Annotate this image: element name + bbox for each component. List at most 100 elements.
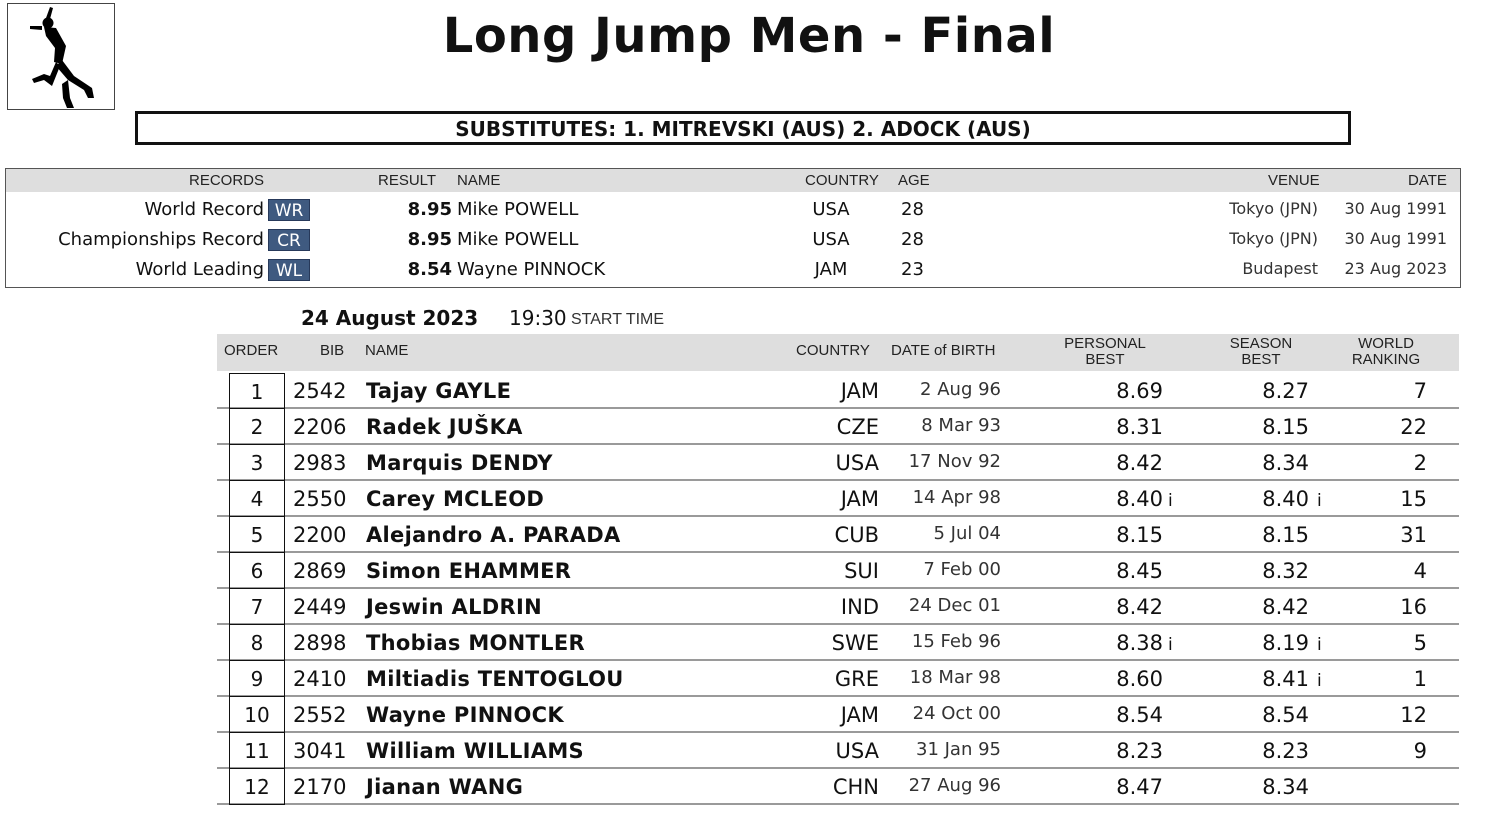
season-best: 8.34 [1262, 451, 1309, 475]
athlete-country: IND [840, 595, 879, 619]
world-ranking: 16 [1400, 595, 1427, 619]
personal-best: 8.69 [1116, 379, 1163, 403]
record-date: 30 Aug 1991 [1344, 229, 1448, 248]
records-col-name: NAME [457, 172, 501, 189]
personal-best: 8.45 [1116, 559, 1163, 583]
order-cell: 6 [229, 553, 285, 589]
event-logo [7, 3, 115, 110]
col-season-best: SEASON BEST [1215, 336, 1307, 368]
bib-cell: 3041 [293, 739, 347, 763]
bib-cell: 2410 [293, 667, 347, 691]
start-time: 19:30 [509, 306, 567, 330]
athlete-name: Jianan WANG [366, 775, 524, 799]
personal-best: 8.54 [1116, 703, 1163, 727]
col-name: NAME [365, 342, 409, 359]
bib-cell: 2200 [293, 523, 347, 547]
event-date: 24 August 2023 [301, 306, 479, 330]
athlete-name: Jeswin ALDRIN [366, 595, 542, 619]
world-ranking: 5 [1413, 631, 1427, 655]
record-country: USA [812, 229, 850, 250]
world-ranking: 22 [1400, 415, 1427, 439]
personal-best: 8.60 [1116, 667, 1163, 691]
bib-cell: 2170 [293, 775, 347, 799]
bib-cell: 2552 [293, 703, 347, 727]
athlete-name: Thobias MONTLER [366, 631, 585, 655]
personal-best: 8.42 [1116, 595, 1163, 619]
athlete-name: Simon EHAMMER [366, 559, 572, 583]
athlete-name: William WILLIAMS [366, 739, 584, 763]
order-cell: 5 [229, 517, 285, 553]
col-personal-best-line1: PERSONAL [1064, 335, 1146, 352]
athlete-name: Alejandro A. PARADA [366, 523, 621, 547]
bib-cell: 2898 [293, 631, 347, 655]
athlete-country: SUI [844, 559, 879, 583]
athlete-name: Wayne PINNOCK [366, 703, 564, 727]
athlete-country: CUB [834, 523, 879, 547]
world-ranking: 15 [1400, 487, 1427, 511]
record-result: 8.95 [407, 229, 452, 250]
col-season-best-line1: SEASON [1229, 335, 1293, 352]
world-ranking: 7 [1413, 379, 1427, 403]
athlete-country: USA [835, 451, 879, 475]
world-ranking: 31 [1400, 523, 1427, 547]
order-cell: 3 [229, 445, 285, 481]
col-bib: BIB [320, 342, 345, 359]
startlist-header: ORDER BIB NAME COUNTRY DATE of BIRTH PER… [217, 334, 1459, 371]
record-venue: Budapest [1242, 259, 1318, 278]
athlete-dob: 5 Jul 04 [933, 523, 1001, 544]
athlete-country: GRE [834, 667, 879, 691]
table-row: 7 2449 Jeswin ALDRIN IND 24 Dec 01 8.42 … [217, 589, 1459, 625]
col-world-ranking: WORLD RANKING [1346, 336, 1426, 368]
substitutes-banner: SUBSTITUTES: 1. MITREVSKI (AUS) 2. ADOCK… [135, 111, 1351, 145]
long-jumper-silhouette-icon [30, 7, 94, 108]
order-cell: 11 [229, 733, 285, 769]
season-best: 8.27 [1262, 379, 1309, 403]
record-venue: Tokyo (JPN) [1229, 229, 1318, 248]
season-best: 8.41 [1262, 667, 1309, 691]
athlete-country: JAM [840, 379, 879, 403]
table-row: 3 2983 Marquis DENDY USA 17 Nov 92 8.42 … [217, 445, 1459, 481]
athlete-country: JAM [840, 703, 879, 727]
order-cell: 4 [229, 481, 285, 517]
season-best: 8.32 [1262, 559, 1309, 583]
personal-best: 8.15 [1116, 523, 1163, 547]
order-cell: 12 [229, 769, 285, 805]
table-row: 4 2550 Carey MCLEOD JAM 14 Apr 98 8.40 i… [217, 481, 1459, 517]
athlete-dob: 24 Dec 01 [908, 595, 1001, 616]
record-result: 8.54 [407, 259, 452, 280]
col-world-ranking-line2: RANKING [1351, 351, 1421, 368]
record-row: World Leading WL 8.54 Wayne PINNOCK JAM … [6, 255, 1460, 285]
record-date: 23 Aug 2023 [1344, 259, 1448, 278]
records-col-result: RESULT [378, 172, 437, 189]
season-best-indoor-flag: i [1317, 671, 1322, 691]
order-cell: 9 [229, 661, 285, 697]
season-best: 8.19 [1262, 631, 1309, 655]
bib-cell: 2449 [293, 595, 347, 619]
bib-cell: 2983 [293, 451, 347, 475]
athlete-name: Carey MCLEOD [366, 487, 545, 511]
order-cell: 10 [229, 697, 285, 733]
record-age: 23 [901, 259, 924, 280]
world-ranking: 1 [1413, 667, 1427, 691]
table-row: 9 2410 Miltiadis TENTOGLOU GRE 18 Mar 98… [217, 661, 1459, 697]
col-season-best-line2: BEST [1241, 351, 1281, 368]
record-holder: Mike POWELL [457, 199, 579, 220]
record-label: World Record [144, 199, 265, 220]
personal-best: 8.38 [1116, 631, 1163, 655]
athlete-country: CHN [832, 775, 879, 799]
record-row: World Record WR 8.95 Mike POWELL USA 28 … [6, 195, 1460, 225]
record-age: 28 [901, 199, 924, 220]
athlete-dob: 2 Aug 96 [920, 379, 1001, 400]
records-header: RECORDS RESULT NAME COUNTRY AGE VENUE DA… [6, 169, 1460, 192]
season-best-indoor-flag: i [1317, 635, 1322, 655]
season-best: 8.34 [1262, 775, 1309, 799]
table-row: 5 2200 Alejandro A. PARADA CUB 5 Jul 04 … [217, 517, 1459, 553]
table-row: 6 2869 Simon EHAMMER SUI 7 Feb 00 8.45 8… [217, 553, 1459, 589]
season-best: 8.42 [1262, 595, 1309, 619]
table-row: 8 2898 Thobias MONTLER SWE 15 Feb 96 8.3… [217, 625, 1459, 661]
table-row: 2 2206 Radek JUŠKA CZE 8 Mar 93 8.31 8.1… [217, 409, 1459, 445]
athlete-name: Marquis DENDY [366, 451, 553, 475]
world-ranking: 9 [1413, 739, 1427, 763]
records-col-venue: VENUE [1268, 172, 1320, 189]
table-row: 10 2552 Wayne PINNOCK JAM 24 Oct 00 8.54… [217, 697, 1459, 733]
